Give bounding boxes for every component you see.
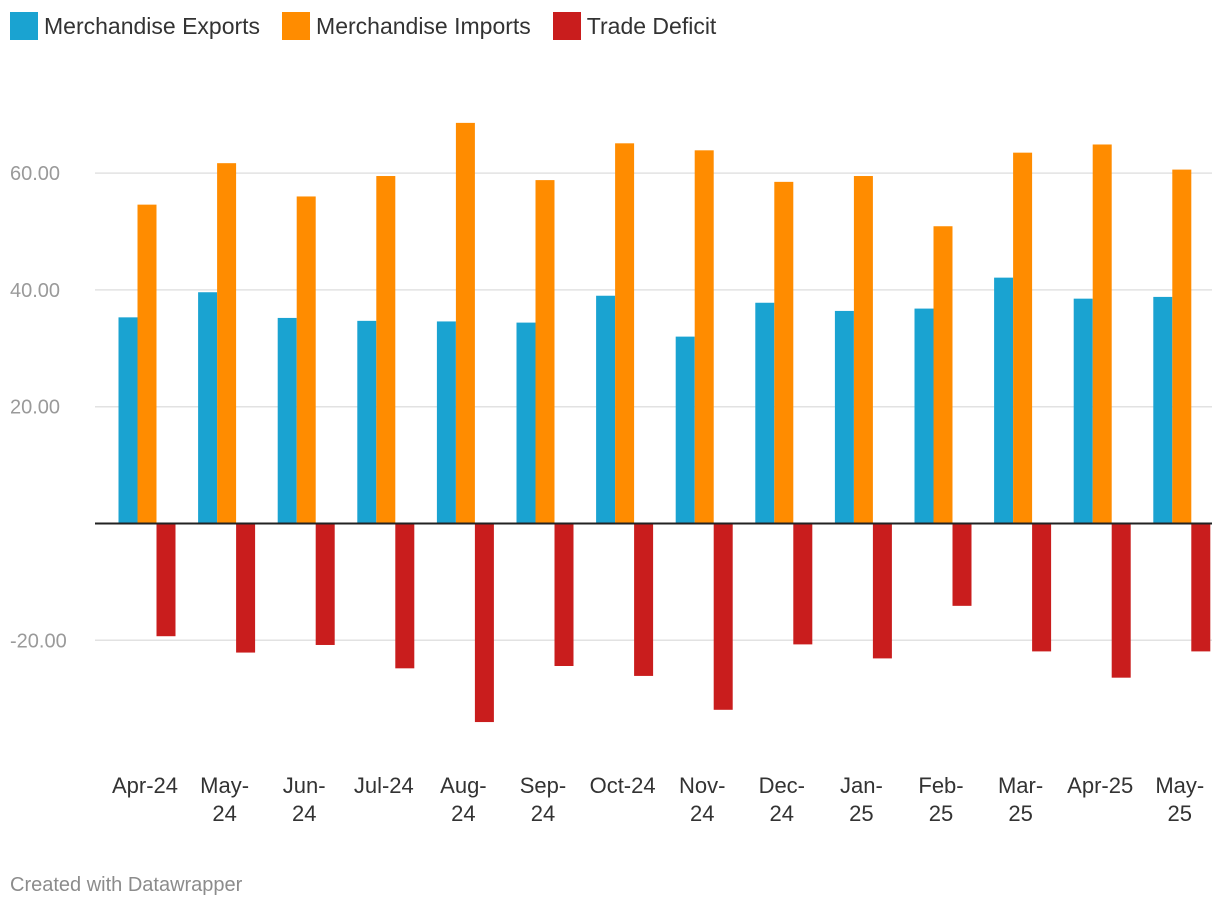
deficit-bar: [395, 523, 415, 669]
y-tick-label: -20.00: [10, 630, 67, 652]
legend-item-imports: Merchandise Imports: [282, 12, 531, 40]
x-tick-label: Jul-24: [354, 773, 414, 798]
import-bar: [376, 176, 396, 524]
export-bar: [755, 302, 775, 524]
legend-label-exports: Merchandise Exports: [44, 12, 261, 39]
import-bar: [1172, 169, 1192, 524]
legend-swatch-exports: [10, 12, 38, 40]
export-bar: [596, 295, 616, 524]
x-tick-label: Oct-24: [590, 773, 656, 798]
y-tick-label: 60.00: [10, 163, 60, 185]
x-tick-label: Jan-25: [840, 773, 883, 826]
y-tick-label: 20.00: [10, 397, 60, 419]
export-bar: [118, 317, 138, 524]
import-bar: [933, 226, 953, 524]
deficit-bar: [554, 523, 574, 666]
chart-legend: Merchandise Exports Merchandise Imports …: [10, 12, 716, 40]
import-bar: [694, 150, 714, 524]
bar-chart: -20.00 20.00 40.00 60.00 Apr-24 May-24 Jun-24 J…: [10, 122, 1212, 826]
legend-item-deficit: Trade Deficit: [552, 12, 717, 40]
legend-label-deficit: Trade Deficit: [586, 12, 717, 39]
legend-label-imports: Merchandise Imports: [316, 12, 531, 39]
deficit-bar: [1032, 523, 1052, 652]
import-bar: [615, 143, 635, 524]
legend-swatch-deficit: [552, 12, 581, 40]
import-bar: [535, 180, 555, 524]
deficit-bar: [1111, 523, 1131, 678]
import-bar: [1092, 144, 1112, 524]
export-bar: [436, 321, 456, 524]
deficit-bar: [713, 523, 733, 710]
export-bar: [914, 308, 934, 524]
deficit-bar: [156, 523, 176, 637]
x-tick-label: May-24: [200, 773, 249, 826]
deficit-bar: [952, 523, 972, 606]
deficit-bar: [1191, 523, 1211, 652]
import-bar: [1013, 152, 1033, 524]
export-bar: [277, 317, 297, 524]
x-tick-label: Aug-24: [440, 773, 486, 826]
export-bar: [516, 322, 536, 524]
x-tick-label: Mar-25: [998, 773, 1043, 826]
import-bar: [296, 196, 316, 524]
x-tick-label: Apr-25: [1067, 773, 1133, 798]
import-bar: [137, 204, 157, 524]
export-bar: [198, 292, 218, 524]
export-bar: [1153, 296, 1173, 524]
deficit-bar: [315, 523, 335, 645]
x-tick-label: Jun-24: [283, 773, 326, 826]
import-bar: [455, 122, 475, 524]
deficit-bar: [236, 523, 256, 653]
deficit-bar: [474, 523, 494, 723]
deficit-bar: [793, 523, 813, 645]
x-tick-label: Nov-24: [679, 773, 725, 826]
x-tick-label: May-25: [1155, 773, 1204, 826]
y-tick-label: 40.00: [10, 280, 60, 302]
x-tick-label: Apr-24: [112, 773, 178, 798]
import-bar: [853, 176, 873, 524]
export-bar: [1073, 298, 1093, 524]
export-bar: [994, 277, 1014, 524]
deficit-bar: [872, 523, 892, 659]
deficit-bar: [634, 523, 654, 676]
x-tick-label: Dec-24: [759, 773, 805, 826]
export-bar: [357, 320, 377, 524]
export-bar: [834, 310, 854, 524]
footer-credit: Created with Datawrapper: [10, 874, 243, 896]
import-bar: [217, 163, 237, 524]
export-bar: [675, 336, 695, 524]
legend-swatch-imports: [282, 12, 311, 40]
x-tick-label: Feb-25: [918, 773, 963, 826]
x-tick-label: Sep-24: [520, 773, 566, 826]
import-bar: [774, 181, 794, 524]
legend-item-exports: Merchandise Exports: [10, 12, 260, 40]
